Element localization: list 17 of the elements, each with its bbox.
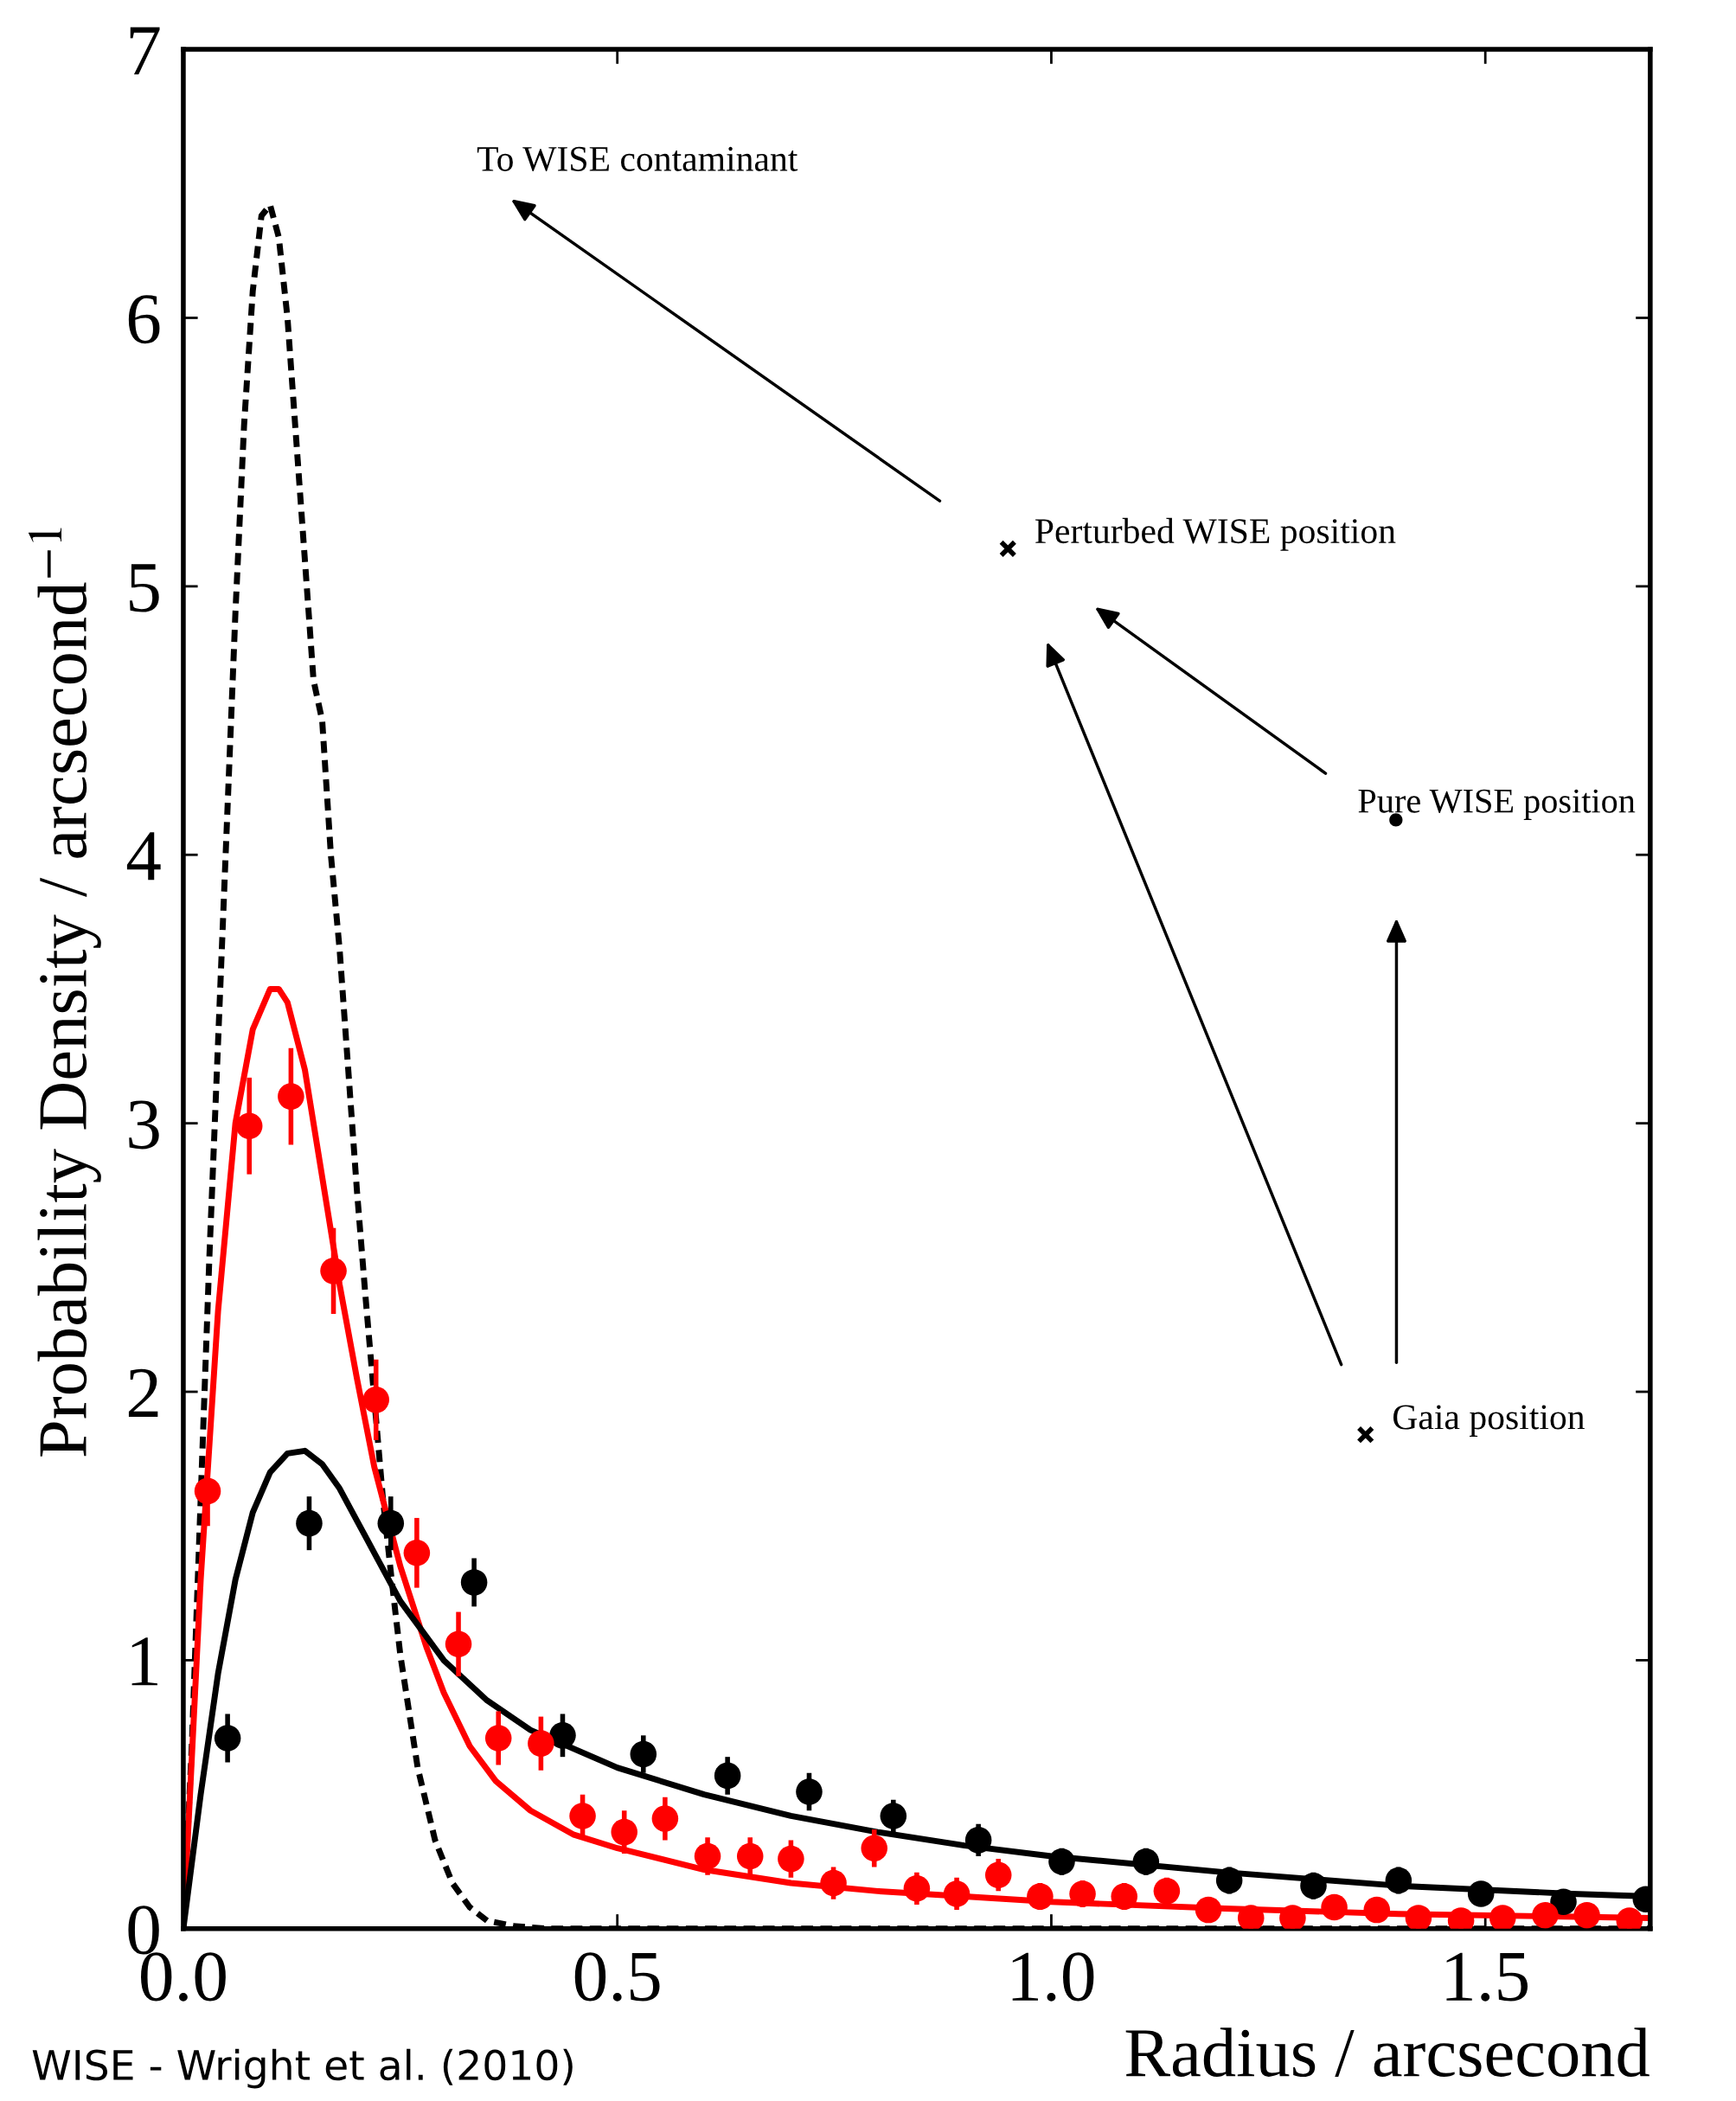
y-tick-label: 4	[126, 832, 161, 881]
y-tick-label: 1	[131, 1637, 157, 1686]
text: WISE - Wright et al. (2010)	[32, 2048, 573, 2089]
y-tick-label: 3	[129, 1100, 159, 1150]
y-tick-label: 7	[130, 27, 160, 74]
annotation: To WISE contaminant	[477, 146, 798, 172]
y-tick-label: 2	[128, 1368, 158, 1417]
y-tick-label: 5	[130, 564, 159, 612]
x-tick-label: 1.0	[1012, 1952, 1094, 2002]
x-tick-label: 0.5	[574, 1952, 660, 2002]
y-axis-title: Probability Density / arcsecond$^{−1}$	[28, 528, 101, 1457]
series-label: Pure WISE position	[1358, 789, 1636, 820]
series-label: Perturbed WISE position	[1035, 517, 1396, 551]
series-label: Gaia position	[1393, 1405, 1585, 1437]
y-tick-label: 6	[128, 295, 160, 344]
x-tick-label: 1.5	[1446, 1952, 1528, 2002]
x-axis-title: Radius / arcsecond	[1125, 2027, 1650, 2077]
